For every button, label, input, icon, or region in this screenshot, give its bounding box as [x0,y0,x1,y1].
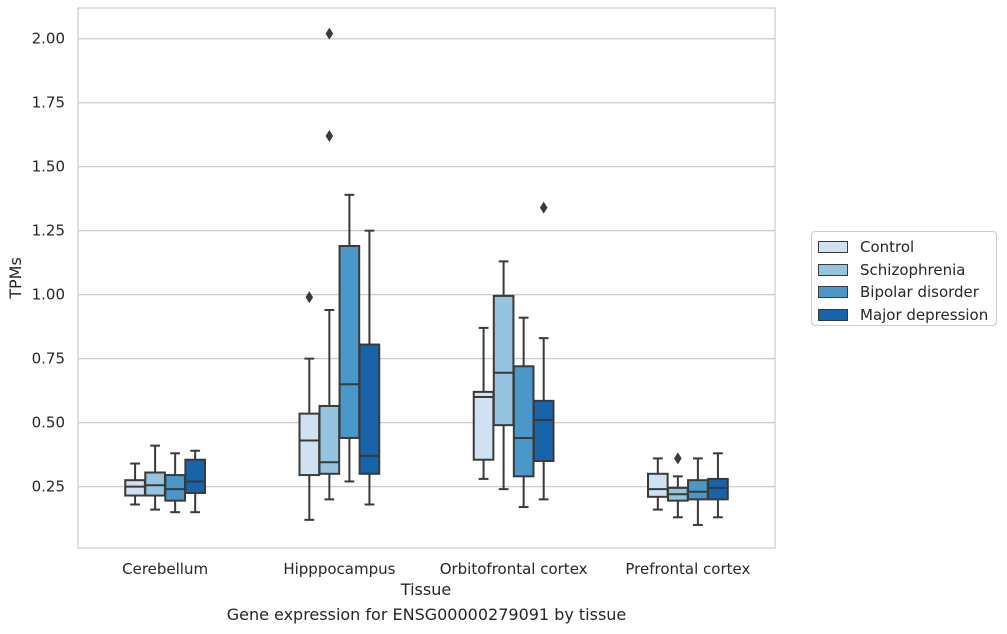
x-tick-labels: Cerebellum Hipppocampus Orbitofrontal cort… [122,560,750,578]
y-tick-label: 1.25 [32,222,65,240]
x-tick-label: Hipppocampus [283,560,395,578]
gridlines [78,38,775,488]
box-iqr [472,390,495,461]
y-axis-label: TPMs [6,257,25,300]
x-tick-label: Cerebellum [122,560,208,578]
box-iqr [358,343,381,475]
legend-swatch-schizophrenia [818,263,848,276]
box-cerebellum-major-depression [184,449,207,514]
box-iqr [532,399,555,462]
legend-label-major-depression: Major depression [860,305,989,324]
box-iqr [492,294,515,427]
legend-swatch-bipolar-disorder [818,286,848,299]
legend: Control Schizophrenia Bipolar disorder M… [811,231,997,326]
boxes-layer [124,27,729,526]
legend-label-control: Control [860,238,915,257]
box-prefrontal-cortex-bipolar-disorder [687,457,709,526]
outlier-point [539,201,548,214]
legend-label-schizophrenia: Schizophrenia [860,260,966,279]
x-tick-label: Prefrontal cortex [625,560,750,578]
box-hipppocampus-major-depression [358,229,381,506]
box-iqr [144,471,166,497]
box-iqr [687,479,709,501]
box-prefrontal-cortex-schizophrenia [667,452,689,519]
y-tick-label: 0.25 [32,478,65,496]
y-tick-label: 2.00 [32,30,65,48]
legend-item-bipolar-disorder: Bipolar disorder [818,281,996,304]
box-orbitofrontal-cortex-major-depression [532,201,555,501]
chart-caption: Gene expression for ENSG00000279091 by t… [226,605,627,624]
outlier-point [325,129,334,142]
y-tick-label: 0.75 [32,350,65,368]
box-iqr [164,474,186,502]
box-iqr [318,404,341,475]
box-orbitofrontal-cortex-schizophrenia [492,260,515,491]
box-hipppocampus-bipolar-disorder [338,193,361,483]
box-hipppocampus-control [298,291,321,521]
y-tick-label: 1.50 [32,158,65,176]
y-tick-label: 1.75 [32,94,65,112]
box-iqr [124,479,146,497]
outlier-point [325,27,334,40]
box-iqr [298,412,321,477]
box-iqr [184,458,207,494]
box-iqr [707,477,729,501]
box-cerebellum-bipolar-disorder [164,452,186,514]
legend-item-major-depression: Major depression [818,304,996,327]
y-tick-label: 1.00 [32,286,65,304]
box-cerebellum-control [124,462,146,506]
box-cerebellum-schizophrenia [144,444,166,511]
outlier-point [674,452,682,465]
box-iqr [338,245,361,439]
x-tick-label: Orbitofrontal cortex [440,560,588,578]
plot-area-frame [77,7,776,549]
box-iqr [512,365,535,478]
box-prefrontal-cortex-control [646,457,669,511]
legend-item-control: Control [818,236,996,259]
box-hipppocampus-schizophrenia [318,27,341,501]
box-iqr [646,472,669,498]
box-prefrontal-cortex-major-depression [707,452,729,519]
box-orbitofrontal-cortex-bipolar-disorder [512,316,535,509]
outlier-point [305,291,314,304]
box-orbitofrontal-cortex-control [472,326,495,480]
legend-label-bipolar-disorder: Bipolar disorder [860,283,979,302]
y-tick-labels: 0.25 0.50 0.75 1.00 1.25 1.50 1.75 2.00 [32,30,65,496]
y-tick-label: 0.50 [32,414,65,432]
legend-swatch-major-depression [818,308,848,321]
legend-swatch-control [818,241,848,254]
x-axis-label: Tissue [400,580,451,599]
legend-item-schizophrenia: Schizophrenia [818,259,996,282]
